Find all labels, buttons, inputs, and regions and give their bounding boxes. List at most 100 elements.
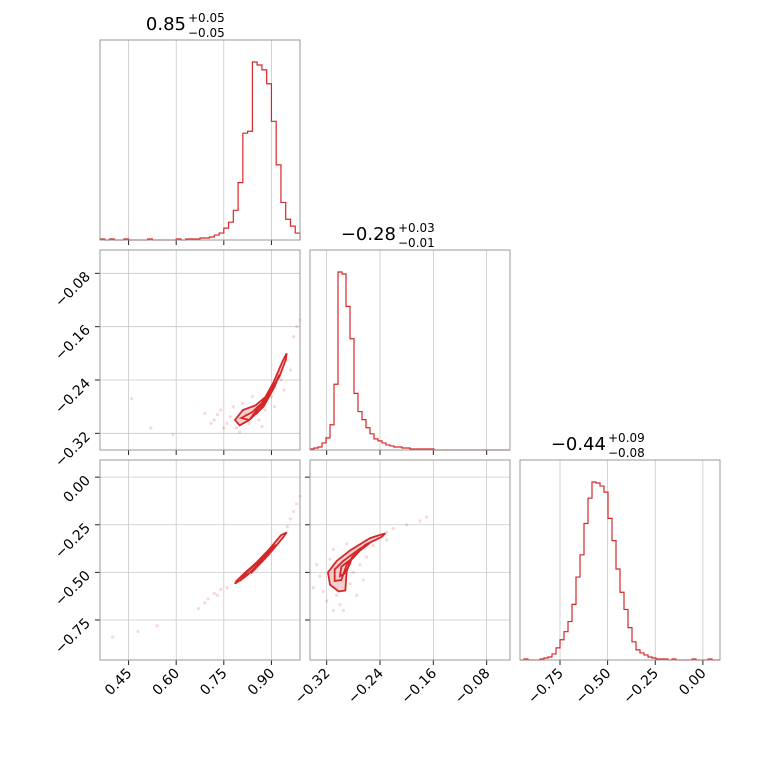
scatter-panel-0-2: 0.45 0.60 0.75 0.90 −0.75 −0.50 −0.25 0.00 <box>52 460 302 699</box>
scatter-panel-0-1-point-8 <box>231 405 235 409</box>
scatter-panel-0-1-point-16 <box>292 335 296 339</box>
scatter-panel-0-1-point-3 <box>203 411 207 415</box>
scatter-panel-0-2-point-4 <box>206 597 210 601</box>
title-upper-1: +0.03 <box>398 221 435 235</box>
scatter-panel-0-2-frame <box>99 459 301 661</box>
scatter-panel-1-2-point-23 <box>385 538 389 542</box>
scatter-panel-0-2-point-6 <box>219 587 223 592</box>
scatter-panel-0-2-xtick-label-2: 0.75 <box>197 666 230 699</box>
scatter-panel-0-1: −0.32 −0.24 −0.16 −0.08 <box>52 250 302 471</box>
scatter-panel-0-1-point-5 <box>219 408 223 412</box>
hist-panel-0-frame <box>99 39 301 241</box>
scatter-panel-0-2-point-12 <box>288 517 293 521</box>
scatter-panel-0-1-point-22 <box>215 413 220 417</box>
hist-panel-2-xtick-label-3: 0.00 <box>676 666 709 699</box>
scatter-panel-1-2-point-24 <box>331 608 335 613</box>
scatter-panel-1-2-point-9 <box>351 570 355 574</box>
scatter-panel-0-2-point-10 <box>295 502 299 506</box>
scatter-panel-0-1-ytick-label-3: −0.08 <box>52 269 94 311</box>
title-value-0: 0.85 <box>146 14 186 35</box>
scatter-panel-0-1-point-27 <box>260 425 264 429</box>
hist-panel-1-frame <box>309 249 511 451</box>
scatter-panel-1-2-point-3 <box>325 599 329 603</box>
scatter-panel-0-1-point-28 <box>241 401 245 405</box>
scatter-panel-0-1-point-26 <box>273 405 277 409</box>
scatter-panel-1-2-point-15 <box>405 523 409 527</box>
scatter-panel-1-2-xtick-label-3: −0.08 <box>452 666 494 708</box>
scatter-panel-0-1-point-25 <box>282 388 286 392</box>
histogram-2 <box>520 481 720 661</box>
scatter-panel-0-1-point-14 <box>279 378 283 382</box>
scatter-panel-1-2-point-5 <box>335 593 339 597</box>
hist-panel-2: −0.75 −0.50 −0.25 0.00 −0.44 +0.09−0.08 <box>520 431 720 707</box>
scatter-panel-1-2-point-7 <box>341 608 345 613</box>
scatter-panel-0-1-point-23 <box>209 421 213 425</box>
scatter-panel-0-2-point-13 <box>215 593 220 597</box>
scatter-panel-1-2-point-6 <box>338 603 342 607</box>
scatter-panel-1-2-point-21 <box>361 578 365 582</box>
scatter-panel-0-1-point-0 <box>149 426 153 430</box>
scatter-panel-1-2-point-1 <box>318 574 322 578</box>
scatter-panel-0-2-point-3 <box>196 606 201 611</box>
scatter-panel-0-1-point-4 <box>212 418 216 422</box>
title-upper-2: +0.09 <box>608 431 645 445</box>
scatter-panel-0-2-xtick-label-3: 0.90 <box>245 666 278 699</box>
scatter-panel-1-2-point-18 <box>331 547 335 552</box>
scatter-panel-1-2-xtick-label-2: −0.16 <box>399 665 441 707</box>
scatter-panel-0-1-point-9 <box>238 430 242 434</box>
scatter-panel-1-2-point-2 <box>321 589 325 594</box>
scatter-panel-0-1-point-1 <box>130 397 134 401</box>
scatter-panel-0-2-point-5 <box>212 591 216 595</box>
hist-panel-1: −0.28 +0.03−0.01 <box>309 221 510 455</box>
scatter-panel-1-2-point-8 <box>348 582 352 586</box>
title-upper-0: +0.05 <box>188 11 225 25</box>
scatter-panel-1-2-point-14 <box>391 526 395 531</box>
histogram-1 <box>309 271 510 451</box>
scatter-panel-0-2-point-8 <box>285 525 289 529</box>
scatter-panel-1-2-contour-2 <box>338 556 353 578</box>
scatter-panel-0-1-ytick-label-0: −0.32 <box>52 429 94 471</box>
scatter-panel-0-2-ytick-label-1: −0.50 <box>52 568 94 610</box>
scatter-panel-0-1-point-2 <box>171 433 175 437</box>
scatter-panel-1-2-point-11 <box>365 555 369 559</box>
scatter-panel-0-2-point-14 <box>203 601 207 605</box>
scatter-panel-0-1-point-19 <box>225 421 229 425</box>
scatter-panel-0-1-point-7 <box>228 415 232 419</box>
scatter-panel-0-2-point-0 <box>111 635 115 639</box>
scatter-panel-0-2-ytick-label-2: −0.25 <box>52 520 94 562</box>
hist-panel-2-frame <box>519 459 721 661</box>
scatter-panel-1-2-xtick-label-1: −0.24 <box>345 665 387 707</box>
scatter-panel-0-2-contour-2 <box>250 552 271 574</box>
scatter-panel-1-2-point-13 <box>385 530 389 534</box>
title-value-2: −0.44 <box>551 434 606 455</box>
title-value-1: −0.28 <box>341 224 396 245</box>
scatter-panel-0-1-point-21 <box>247 421 251 425</box>
hist-panel-2-xtick-label-0: −0.75 <box>525 666 567 708</box>
hist-panel-2-xtick-label-1: −0.50 <box>573 666 615 708</box>
scatter-panel-0-1-point-6 <box>222 426 226 430</box>
scatter-panel-0-2-point-9 <box>292 509 296 514</box>
scatter-panel-0-1-contour-2 <box>251 394 271 417</box>
scatter-panel-1-2-point-19 <box>311 586 315 590</box>
scatter-panel-0-1-ytick-label-2: −0.16 <box>52 322 94 364</box>
scatter-panel-1-2-frame <box>309 459 511 661</box>
scatter-panel-0-2-point-7 <box>225 586 229 590</box>
scatter-panel-1-2-point-12 <box>371 544 375 548</box>
histogram-0 <box>99 61 301 241</box>
scatter-panel-0-2-point-1 <box>136 629 140 634</box>
scatter-panel-0-1-frame <box>99 249 301 451</box>
scatter-panel-0-1-point-12 <box>263 408 267 412</box>
scatter-panel-0-2-ytick-label-0: −0.75 <box>52 616 94 658</box>
scatter-panel-0-1-point-13 <box>269 395 274 399</box>
title-lower-0: −0.05 <box>188 26 225 40</box>
scatter-panel-1-2-point-10 <box>358 563 362 567</box>
scatter-panel-0-1-point-20 <box>234 426 239 430</box>
scatter-panel-1-2-point-20 <box>355 593 359 597</box>
scatter-panel-0-2-point-2 <box>155 624 159 628</box>
scatter-panel-0-1-ytick-label-1: −0.24 <box>52 375 94 417</box>
scatter-panel-1-2-point-4 <box>328 557 332 561</box>
title-lower-1: −0.01 <box>398 236 435 250</box>
scatter-panel-1-2-point-0 <box>315 563 319 567</box>
hist-panel-0: 0.85 +0.05−0.05 <box>99 11 301 245</box>
